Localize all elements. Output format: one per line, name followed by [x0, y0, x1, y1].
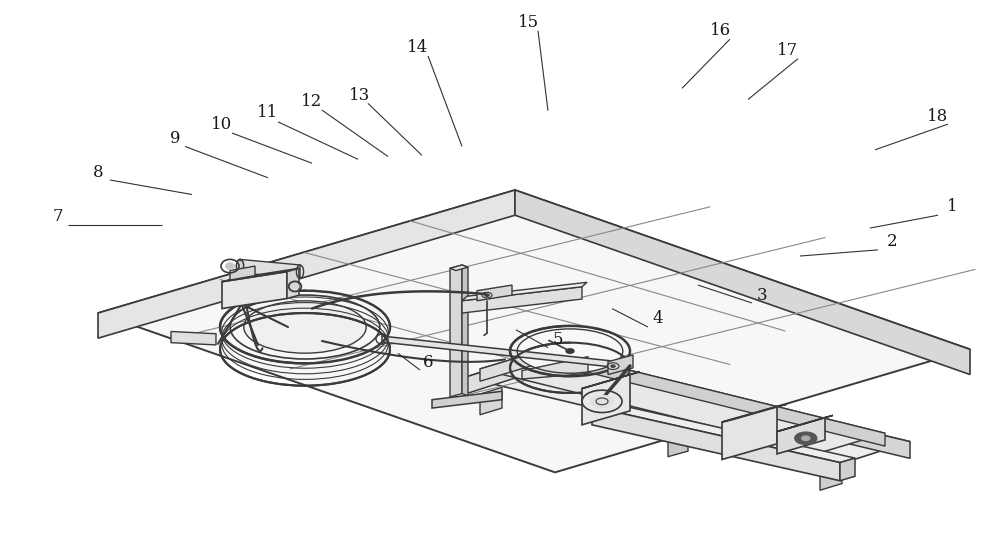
Text: 12: 12	[301, 93, 323, 110]
Polygon shape	[222, 268, 299, 282]
Polygon shape	[582, 375, 630, 425]
Polygon shape	[540, 353, 910, 458]
Ellipse shape	[291, 283, 299, 290]
Polygon shape	[382, 336, 630, 369]
Polygon shape	[432, 391, 502, 408]
Text: 1: 1	[947, 198, 957, 215]
Text: 11: 11	[257, 105, 279, 121]
Polygon shape	[582, 372, 640, 389]
Text: 18: 18	[927, 108, 949, 125]
Polygon shape	[450, 265, 462, 397]
Circle shape	[611, 365, 615, 367]
Text: 14: 14	[407, 39, 429, 56]
Polygon shape	[462, 287, 582, 313]
Ellipse shape	[237, 262, 243, 271]
Circle shape	[590, 395, 614, 408]
Polygon shape	[465, 353, 910, 466]
Text: 10: 10	[211, 116, 233, 132]
Polygon shape	[592, 402, 855, 463]
Polygon shape	[777, 415, 833, 432]
Text: 16: 16	[709, 22, 731, 39]
Polygon shape	[171, 331, 216, 345]
Polygon shape	[98, 190, 970, 472]
Polygon shape	[608, 355, 633, 375]
Polygon shape	[450, 265, 468, 271]
Polygon shape	[545, 349, 885, 446]
Text: 3: 3	[757, 287, 767, 304]
Text: 6: 6	[423, 354, 433, 371]
Text: 13: 13	[349, 87, 371, 103]
Polygon shape	[820, 463, 842, 490]
Polygon shape	[287, 268, 299, 299]
Text: 9: 9	[170, 130, 180, 147]
Polygon shape	[462, 282, 587, 301]
Polygon shape	[480, 387, 502, 415]
Polygon shape	[465, 353, 540, 394]
Polygon shape	[777, 418, 825, 454]
Polygon shape	[222, 272, 287, 309]
Circle shape	[566, 349, 574, 353]
Polygon shape	[480, 349, 885, 453]
Polygon shape	[722, 404, 787, 422]
Text: 5: 5	[553, 331, 563, 348]
Polygon shape	[98, 190, 515, 338]
Circle shape	[795, 432, 817, 444]
Polygon shape	[592, 407, 840, 481]
Circle shape	[485, 294, 489, 296]
Ellipse shape	[225, 262, 235, 270]
Polygon shape	[462, 265, 468, 396]
Polygon shape	[515, 190, 970, 375]
Polygon shape	[722, 406, 777, 459]
Text: 4: 4	[653, 310, 663, 327]
Ellipse shape	[244, 301, 366, 353]
Polygon shape	[240, 259, 300, 278]
Text: 17: 17	[777, 42, 799, 59]
Text: 8: 8	[93, 164, 103, 181]
Polygon shape	[477, 285, 512, 301]
Ellipse shape	[517, 329, 623, 373]
Circle shape	[802, 436, 810, 440]
Polygon shape	[668, 415, 688, 457]
Text: 7: 7	[53, 209, 63, 225]
Text: 15: 15	[517, 14, 539, 31]
Polygon shape	[840, 458, 855, 481]
Text: 2: 2	[887, 233, 897, 250]
Polygon shape	[480, 349, 545, 381]
Polygon shape	[230, 266, 255, 280]
Polygon shape	[522, 357, 588, 379]
